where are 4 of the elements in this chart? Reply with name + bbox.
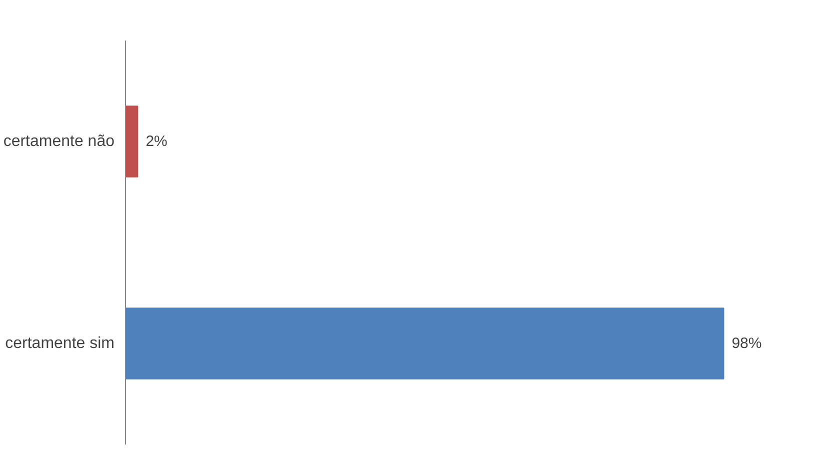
data-label: 2%: [146, 133, 168, 150]
y-tick-label: certamente sim: [5, 335, 115, 352]
data-label: 98%: [732, 335, 762, 352]
y-tick-label: certamente não: [3, 133, 115, 150]
